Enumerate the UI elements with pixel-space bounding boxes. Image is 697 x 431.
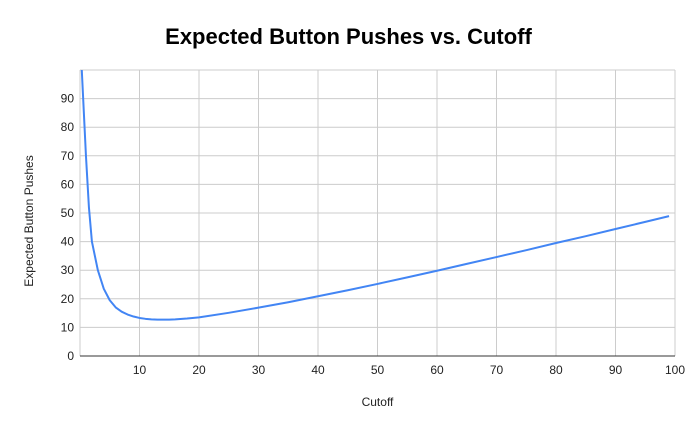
y-axis-ticks: 0 10 20 30 40 50 60 70 80 90 — [61, 92, 75, 363]
series-line — [80, 69, 670, 321]
y-tick-label: 10 — [61, 320, 75, 334]
x-tick-label: 60 — [430, 363, 444, 377]
series-group — [80, 69, 670, 321]
x-tick-label: 70 — [490, 363, 504, 377]
y-tick-label: 50 — [61, 206, 75, 220]
y-tick-label: 30 — [61, 263, 75, 277]
x-tick-label: 40 — [311, 363, 325, 377]
y-tick-label: 20 — [61, 292, 75, 306]
x-axis-label: Cutoff — [362, 395, 394, 409]
y-tick-label: 60 — [61, 177, 75, 191]
x-axis-ticks: 10 20 30 40 50 60 70 80 90 100 — [133, 363, 686, 377]
y-tick-label: 40 — [61, 235, 75, 249]
y-tick-label: 0 — [67, 349, 74, 363]
x-tick-label: 30 — [252, 363, 266, 377]
y-tick-label: 90 — [61, 92, 75, 106]
y-tick-label: 70 — [61, 149, 75, 163]
y-axis-label: Expected Button Pushes — [22, 155, 36, 286]
x-tick-label: 80 — [549, 363, 563, 377]
x-tick-label: 100 — [665, 363, 685, 377]
grid-lines — [79, 69, 676, 356]
x-tick-label: 90 — [609, 363, 623, 377]
x-tick-label: 20 — [192, 363, 206, 377]
y-tick-label: 80 — [61, 120, 75, 134]
x-tick-label: 50 — [371, 363, 385, 377]
chart-title: Expected Button Pushes vs. Cutoff — [165, 24, 532, 49]
x-tick-label: 10 — [133, 363, 147, 377]
